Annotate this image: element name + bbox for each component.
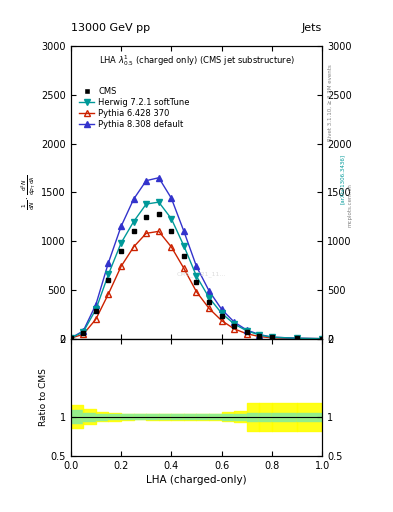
Text: Jets: Jets: [302, 23, 322, 33]
Text: mcplots.cern.ch: mcplots.cern.ch: [348, 183, 353, 227]
Text: CMS_2021_11...: CMS_2021_11...: [177, 271, 226, 277]
Y-axis label: $\frac{1}{\mathrm{d}N} \cdot \frac{\mathrm{d}^2 N}{\mathrm{d}p_\mathrm{T}\,\math: $\frac{1}{\mathrm{d}N} \cdot \frac{\math…: [20, 175, 39, 210]
Y-axis label: Ratio to CMS: Ratio to CMS: [39, 368, 48, 426]
Text: LHA $\lambda^{1}_{0.5}$ (charged only) (CMS jet substructure): LHA $\lambda^{1}_{0.5}$ (charged only) (…: [99, 53, 294, 68]
X-axis label: LHA (charged-only): LHA (charged-only): [146, 475, 247, 485]
Text: Rivet 3.1.10, ≥ 3.2M events: Rivet 3.1.10, ≥ 3.2M events: [328, 64, 333, 141]
Text: [arXiv:1306.3436]: [arXiv:1306.3436]: [340, 154, 345, 204]
Text: 13000 GeV pp: 13000 GeV pp: [71, 23, 150, 33]
Legend: CMS, Herwig 7.2.1 softTune, Pythia 6.428 370, Pythia 8.308 default: CMS, Herwig 7.2.1 softTune, Pythia 6.428…: [77, 86, 191, 131]
